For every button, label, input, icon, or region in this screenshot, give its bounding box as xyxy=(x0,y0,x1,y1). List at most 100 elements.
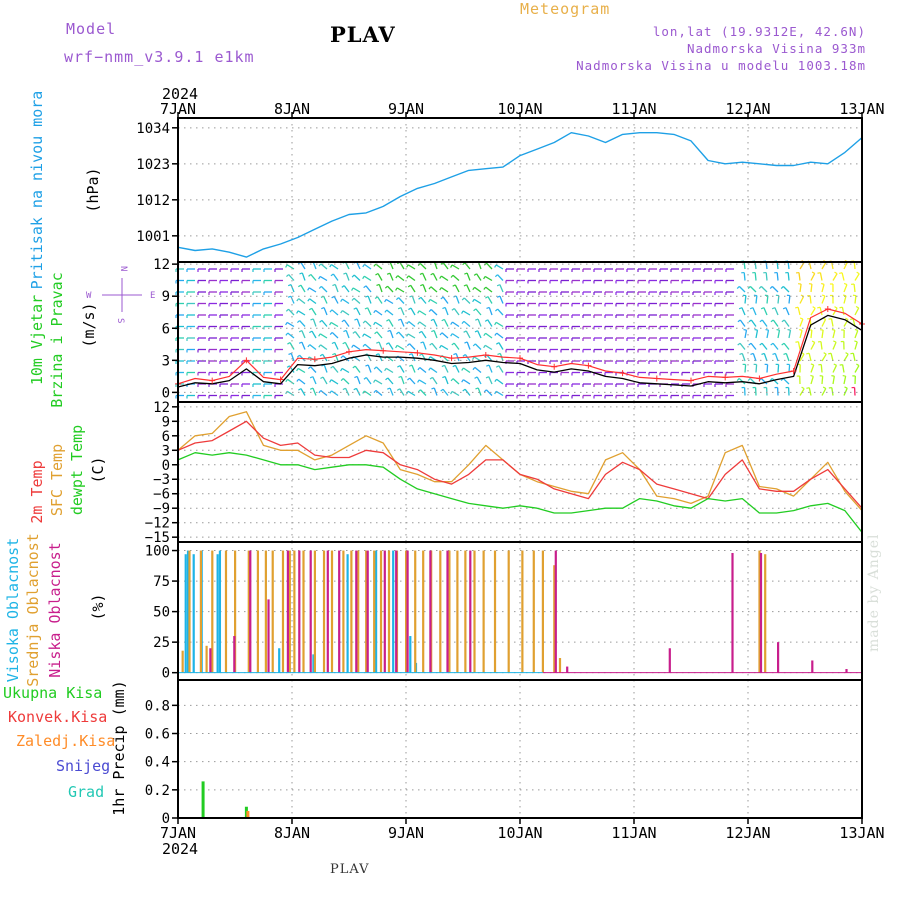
wind-barb xyxy=(430,286,438,293)
wind-barb-flag xyxy=(759,319,763,323)
cloud-bar xyxy=(759,552,763,673)
wind-barb xyxy=(341,310,350,316)
cloud-bar xyxy=(302,550,305,673)
cloud-bar xyxy=(464,550,467,673)
wind-barb xyxy=(854,307,860,316)
wind-barb-flag xyxy=(781,342,785,346)
y-tick-label: 3 xyxy=(162,443,170,459)
wind-barb xyxy=(499,284,504,293)
wind-barb-flag xyxy=(298,341,303,344)
wind-barb-flag xyxy=(748,319,752,323)
wind-barb-flag xyxy=(494,332,498,336)
compass-south: S xyxy=(115,318,125,323)
wind-barb xyxy=(841,307,845,316)
wind-barb xyxy=(430,367,438,374)
wind-barb xyxy=(487,319,493,327)
y-tick-label: 9 xyxy=(162,289,170,305)
precip-legend-item: Ukupna Kisa xyxy=(3,684,102,702)
wind-barb-flag xyxy=(406,264,409,268)
wind-barb-flag xyxy=(439,287,442,291)
cloud-bar xyxy=(267,599,270,673)
wind-barb xyxy=(797,307,801,316)
wind-barb-flag xyxy=(329,379,332,383)
wind-barb xyxy=(782,377,790,385)
wind-barb xyxy=(419,262,427,270)
wind-barb-flag xyxy=(760,307,765,310)
wind-barb xyxy=(820,341,823,350)
wind-barb-flag xyxy=(464,341,468,344)
wind-barb-flag xyxy=(429,376,433,380)
wind-barb-flag xyxy=(406,333,409,337)
wind-barb xyxy=(782,285,790,293)
wind-barb xyxy=(754,272,757,281)
gust-marker xyxy=(517,355,523,362)
wind-barb xyxy=(760,285,768,293)
wind-barb-flag xyxy=(431,387,435,390)
wind-barb xyxy=(407,264,416,270)
wind-barb-flag xyxy=(373,310,376,314)
wind-barb-flag xyxy=(318,344,321,348)
wind-barb-flag xyxy=(309,387,314,390)
wind-barb-flag xyxy=(833,363,837,366)
wind-barb xyxy=(442,262,449,270)
temp-2m-title: 2m Temp xyxy=(28,460,46,523)
wind-barb xyxy=(363,333,372,339)
wind-barb xyxy=(821,375,824,385)
wind-barb xyxy=(331,390,339,397)
wind-barb-flag xyxy=(799,317,804,320)
precip-legend-item: Snijeg xyxy=(56,757,110,775)
wind-barb xyxy=(744,330,748,339)
wind-barb-flag xyxy=(362,343,366,347)
wind-barb-flag xyxy=(308,273,312,277)
wind-barb-flag xyxy=(362,275,365,280)
wind-barb xyxy=(376,331,383,339)
wind-barb-flag xyxy=(408,364,413,367)
wind-barb-flag xyxy=(318,285,322,289)
wind-barb-flag xyxy=(461,367,464,371)
cloud-bar xyxy=(366,550,369,673)
gust-marker xyxy=(824,306,831,313)
wind-barb xyxy=(375,263,383,270)
wind-axis-title: 10m Vjetar xyxy=(28,295,46,385)
cloud-bar xyxy=(278,648,281,673)
cloud-bar xyxy=(312,654,315,673)
wind-barb xyxy=(330,321,339,328)
wind-barb xyxy=(810,342,816,350)
wind-barb-flag xyxy=(385,377,389,381)
wind-barb-flag xyxy=(376,283,380,287)
wind-barb-flag xyxy=(472,356,475,360)
wind-barb-flag xyxy=(397,307,402,310)
wind-barb xyxy=(749,285,757,293)
wind-barb-flag xyxy=(759,342,763,346)
wind-barb-flag xyxy=(461,310,464,314)
wind-barb-flag xyxy=(494,378,498,382)
wind-barb-flag xyxy=(386,272,391,275)
y-tick-label: 75 xyxy=(153,574,170,590)
cloud-bar xyxy=(188,550,191,673)
wind-barb-flag xyxy=(342,387,346,391)
wind-barb-flag xyxy=(329,390,332,394)
cloud-bar xyxy=(342,550,345,673)
y-tick-label: 25 xyxy=(153,635,170,651)
wind-barb-flag xyxy=(307,344,311,348)
wind-barb xyxy=(832,376,835,385)
wind-barb-flag xyxy=(843,282,848,286)
wind-barb-flag xyxy=(353,387,357,391)
wind-barb xyxy=(799,261,805,270)
wind-barb-flag xyxy=(362,320,366,324)
wind-barb-flag xyxy=(782,307,787,310)
y-tick-label: 1001 xyxy=(136,229,170,245)
wind-barb xyxy=(499,295,504,304)
wind-barb xyxy=(486,262,493,270)
wind-barb-flag xyxy=(428,309,432,313)
wind-barb-flag xyxy=(462,262,466,266)
wind-barb-flag xyxy=(783,352,787,356)
wind-barb xyxy=(400,376,405,385)
wind-axis-subtitle: Brzina i Pravac xyxy=(48,272,66,407)
cloud-bar xyxy=(448,550,451,673)
wind-barb xyxy=(808,353,812,362)
wind-barb-flag xyxy=(822,386,827,390)
wind-barb-flag xyxy=(287,295,292,298)
wind-barb xyxy=(761,319,768,327)
y-tick-label: 50 xyxy=(153,605,170,621)
